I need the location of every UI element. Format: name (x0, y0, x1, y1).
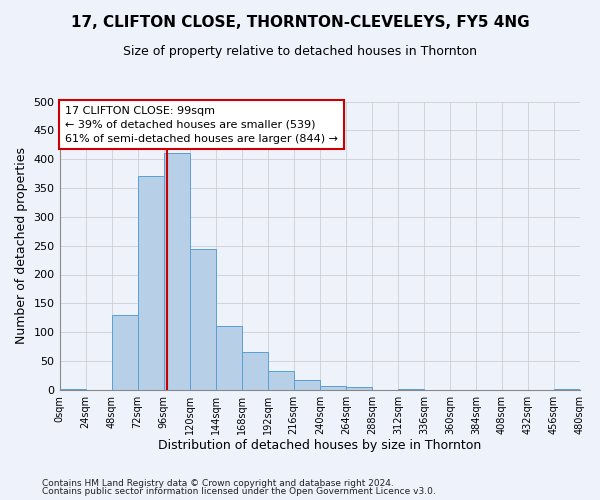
Bar (268, 372, 294, 390)
Bar (112, 315, 137, 390)
Bar (137, 176, 164, 390)
Text: 17 CLIFTON CLOSE: 99sqm
← 39% of detached houses are smaller (539)
61% of semi-d: 17 CLIFTON CLOSE: 99sqm ← 39% of detache… (65, 106, 338, 144)
Bar (320, 386, 346, 390)
Bar (242, 352, 268, 390)
Bar (164, 154, 190, 390)
Bar (294, 380, 320, 390)
Text: 17, CLIFTON CLOSE, THORNTON-CLEVELEYS, FY5 4NG: 17, CLIFTON CLOSE, THORNTON-CLEVELEYS, F… (71, 15, 529, 30)
Text: Contains HM Land Registry data © Crown copyright and database right 2024.: Contains HM Land Registry data © Crown c… (42, 478, 394, 488)
Bar (59, 388, 86, 390)
Bar (398, 388, 424, 390)
Text: Size of property relative to detached houses in Thornton: Size of property relative to detached ho… (123, 45, 477, 58)
Bar (190, 248, 215, 390)
Bar (346, 387, 372, 390)
Bar (554, 388, 580, 390)
Bar (215, 326, 242, 390)
Text: Contains public sector information licensed under the Open Government Licence v3: Contains public sector information licen… (42, 488, 436, 496)
Y-axis label: Number of detached properties: Number of detached properties (15, 147, 28, 344)
X-axis label: Distribution of detached houses by size in Thornton: Distribution of detached houses by size … (158, 440, 481, 452)
